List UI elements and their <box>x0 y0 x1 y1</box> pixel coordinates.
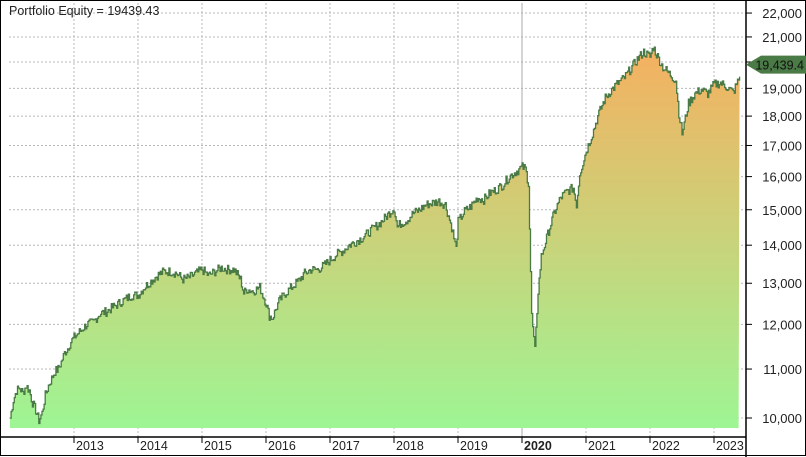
x-tick-label: 2016 <box>268 439 296 453</box>
y-tick-label: 19,000 <box>762 81 802 96</box>
x-tick-label: 2021 <box>588 439 616 453</box>
y-tick-label: 16,000 <box>762 170 802 185</box>
chart-title: Portfolio Equity = 19439.43 <box>9 4 159 18</box>
current-value-label: 19,439.4 <box>755 59 804 73</box>
y-tick-label: 12,000 <box>762 317 802 332</box>
x-tick-label: 2014 <box>140 439 168 453</box>
y-tick-label: 13,000 <box>762 276 802 291</box>
x-tick-label: 2020 <box>524 439 552 453</box>
y-tick-label: 11,000 <box>763 362 802 377</box>
equity-fill <box>10 47 740 428</box>
x-tick-label: 2013 <box>76 439 104 453</box>
badge-arrow-shape <box>746 55 806 74</box>
y-tick-label: 10,000 <box>762 411 802 426</box>
y-tick-label: 17,000 <box>762 138 802 153</box>
x-tick-label: 2023 <box>716 439 744 453</box>
y-tick-label: 21,000 <box>762 30 802 45</box>
x-tick-label: 2019 <box>460 439 488 453</box>
equity-line <box>10 46 741 425</box>
x-tick-label: 2017 <box>332 439 360 453</box>
equity-area <box>10 46 741 428</box>
y-tick-label: 18,000 <box>762 109 802 124</box>
x-tick-label: 2018 <box>396 439 424 453</box>
x-tick-label: 2022 <box>652 439 680 453</box>
y-tick-label: 22,000 <box>762 6 802 21</box>
y-tick-label: 14,000 <box>762 238 802 253</box>
x-axis-labels: 2013 2014 2015 2016 2017 2018 2019 2020 2021 2022… <box>76 439 744 453</box>
y-tick-label: 15,000 <box>762 203 802 218</box>
x-tick-label: 2015 <box>204 439 232 453</box>
current-value-badge: 19,439.4 <box>746 55 806 74</box>
axes <box>1 1 752 457</box>
